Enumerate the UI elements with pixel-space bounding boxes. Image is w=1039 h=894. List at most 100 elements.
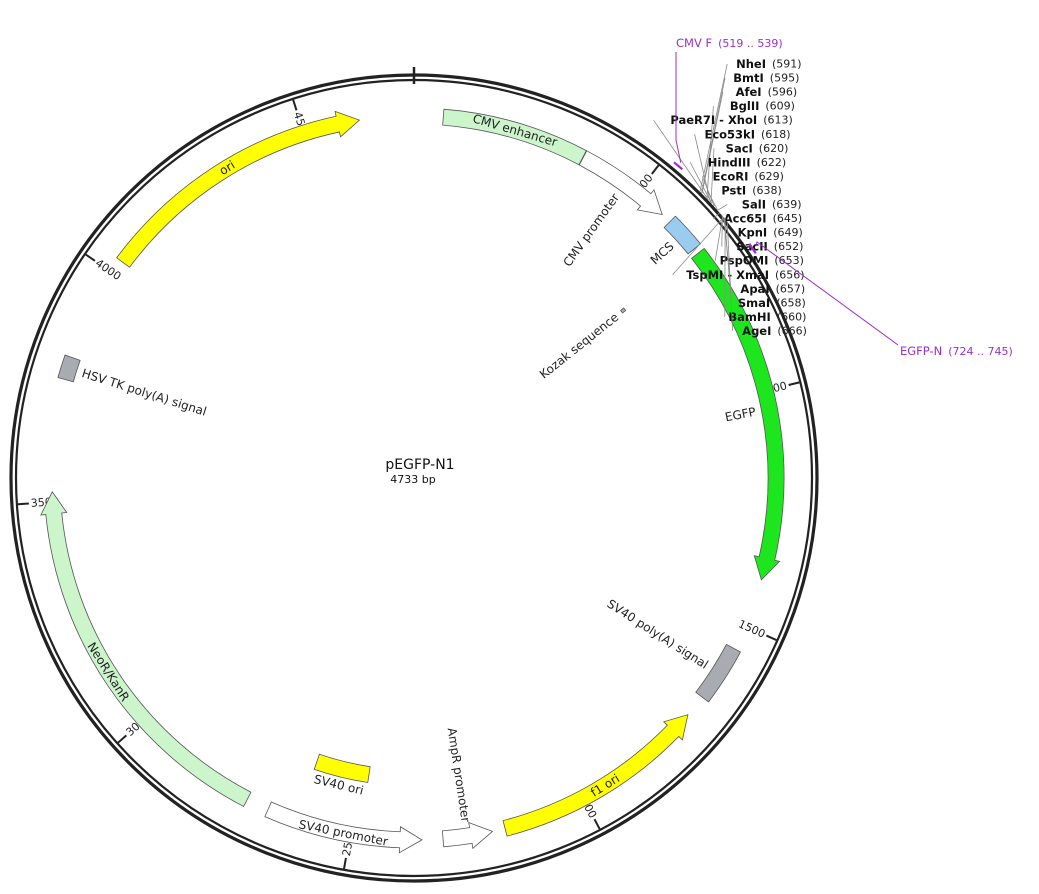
tick-mark-1500 <box>765 634 777 641</box>
feature-shape-ori[interactable] <box>116 110 361 268</box>
primer-name-cmv-f: CMV F <box>676 36 712 50</box>
feature-label-sv40-poly-a-signal: SV40 poly(A) signal <box>605 597 711 672</box>
site-ecori[interactable]: EcoRI (629) <box>702 169 784 207</box>
site-name-smai: SmaI <box>738 296 770 310</box>
site-name-ecori: EcoRI <box>713 169 749 183</box>
feature-shape-neor-kanr[interactable] <box>40 491 252 807</box>
feature-shape-mcs[interactable] <box>663 215 702 255</box>
site-bmti[interactable]: BmtI (595) <box>701 71 800 193</box>
site-pos-sacii: (652) <box>774 240 804 253</box>
tick-mark-3500 <box>17 502 29 506</box>
feature-kozak-sequence[interactable]: Kozak sequence <box>537 307 627 382</box>
feature-f1-ori[interactable]: f1 ori <box>502 714 689 837</box>
primer-annotations: CMV F (519 .. 539) EGFP-N (724 .. 745) <box>673 36 1013 358</box>
site-pos-tspmi-xmai: (656) <box>775 268 805 281</box>
feature-shape-kozak-sequence[interactable] <box>620 307 627 314</box>
site-pos-sali: (639) <box>772 198 802 211</box>
primer-cmv-f[interactable]: CMV F (519 .. 539) <box>673 36 783 171</box>
site-name-agei: AgeI <box>742 324 771 338</box>
site-psti[interactable]: PstI (638) <box>707 183 782 210</box>
site-smai[interactable]: SmaI (658) <box>724 217 806 310</box>
feature-label-neor-kanr: NeoR/KanR <box>84 640 132 704</box>
feature-shape-sv40-promoter[interactable] <box>264 801 423 854</box>
feature-shape-cmv-promoter[interactable] <box>578 150 663 215</box>
site-sali[interactable]: SalI (639) <box>717 198 802 212</box>
tick-mark-2500 <box>343 857 347 869</box>
site-pos-bamhi: (660) <box>777 310 807 323</box>
feature-sv40-ori[interactable]: SV40 ori <box>313 753 371 798</box>
site-name-acc65i: Acc65I <box>724 212 767 226</box>
site-tspmi-xmai[interactable]: TspMI - XmaI (656) <box>672 216 805 282</box>
site-pos-smai: (658) <box>776 296 806 309</box>
primer-leader-egfp-n <box>755 241 899 346</box>
site-name-pspomi: PspOMI <box>720 254 769 268</box>
feature-egfp[interactable]: EGFP <box>691 247 785 581</box>
feature-label-mcs: MCS <box>648 239 677 267</box>
site-pos-bglii: (609) <box>765 100 795 113</box>
feature-label-ampr-promoter: AmpR promoter <box>445 727 473 823</box>
feature-cmv-enhancer[interactable]: CMV enhancer <box>442 108 587 166</box>
site-pos-agei: (666) <box>777 324 807 337</box>
site-pos-acc65i: (645) <box>773 212 803 225</box>
site-leader-saci <box>710 148 715 203</box>
site-bamhi[interactable]: BamHI (660) <box>724 218 807 324</box>
site-leader-pspomi <box>714 215 724 261</box>
site-name-bamhi: BamHI <box>728 310 770 324</box>
site-agei[interactable]: AgeI (666) <box>726 221 807 338</box>
site-leader-sali <box>717 204 728 211</box>
site-leader-afei <box>701 92 724 194</box>
primer-egfp-n[interactable]: EGFP-N (724 .. 745) <box>748 241 1013 358</box>
feature-shape-ampr-promoter[interactable] <box>441 822 494 850</box>
feature-sv40-poly-a-signal[interactable]: SV40 poly(A) signal <box>605 597 742 703</box>
primer-label-egfp-n: EGFP-N (724 .. 745) <box>900 344 1013 358</box>
plasmid-center-label: pEGFP-N1 4733 bp <box>385 457 454 486</box>
feature-shape-sv40-ori[interactable] <box>313 753 371 783</box>
feature-label-egfp: EGFP <box>724 405 757 425</box>
site-pspomi[interactable]: PspOMI (653) <box>714 215 804 268</box>
site-bglii[interactable]: BglII (609) <box>706 99 795 199</box>
feature-shape-egfp[interactable] <box>691 247 785 581</box>
feature-ampr-promoter[interactable]: AmpR promoter <box>441 727 494 850</box>
site-name-kpni: KpnI <box>738 226 768 240</box>
feature-label-ori: ori <box>217 158 238 178</box>
plasmid-name: pEGFP-N1 <box>385 457 454 473</box>
tick-mark-4000 <box>85 253 96 262</box>
site-name-psti: PstI <box>721 183 746 197</box>
site-pos-pspomi: (653) <box>774 254 804 267</box>
feature-neor-kanr[interactable]: NeoR/KanR <box>40 491 252 807</box>
tick-mark-4500 <box>292 99 298 111</box>
primer-range-egfp-n: (724 .. 745) <box>948 345 1013 358</box>
primer-arc-egfp-n <box>748 243 757 254</box>
tick-label-4000: 4000 <box>93 257 123 284</box>
site-afei[interactable]: AfeI (596) <box>701 85 798 194</box>
site-saci[interactable]: SacI (620) <box>710 141 788 203</box>
feature-shape-sv40-poly-a-signal[interactable] <box>695 643 742 703</box>
feature-shape-f1-ori[interactable] <box>502 714 689 837</box>
site-kpni[interactable]: KpnI (649) <box>720 214 803 240</box>
site-name-afei: AfeI <box>736 85 762 99</box>
feature-ori[interactable]: ori <box>116 110 361 268</box>
site-nhei[interactable]: NheI (591) <box>699 57 802 192</box>
feature-shape-cmv-enhancer[interactable] <box>442 108 587 166</box>
backbone-ring <box>9 67 819 883</box>
site-name-tspmi-xmai: TspMI - XmaI <box>686 268 769 282</box>
site-pos-bmti: (595) <box>770 72 800 85</box>
site-leader-bglii <box>706 106 714 199</box>
restriction-sites: NheI (591)BmtI (595)AfeI (596)BglII (609)Pae… <box>653 57 807 338</box>
site-name-paer7i-xhoi: PaeR7I - XhoI <box>670 113 757 127</box>
feature-cmv-promoter[interactable]: CMV promoter <box>560 150 663 269</box>
feature-hsv-tk-poly-a-signal[interactable]: HSV TK poly(A) signal <box>57 354 208 419</box>
feature-shape-hsv-tk-poly-a-signal[interactable] <box>57 354 81 383</box>
site-paer7i-xhoi[interactable]: PaeR7I - XhoI (613) <box>653 113 793 201</box>
site-name-bglii: BglII <box>730 99 760 113</box>
site-name-apai: ApaI <box>740 282 769 296</box>
site-pos-afei: (596) <box>768 86 798 99</box>
primer-label-cmv-f: CMV F (519 .. 539) <box>676 36 783 50</box>
site-name-bmti: BmtI <box>733 71 764 85</box>
plasmid-length: 4733 bp <box>390 473 435 486</box>
site-hindiii[interactable]: HindIII (622) <box>689 155 786 204</box>
site-acc65i[interactable]: Acc65I (645) <box>713 212 802 226</box>
site-leader-paer7i-xhoi <box>653 119 709 201</box>
site-name-hindiii: HindIII <box>708 155 751 169</box>
